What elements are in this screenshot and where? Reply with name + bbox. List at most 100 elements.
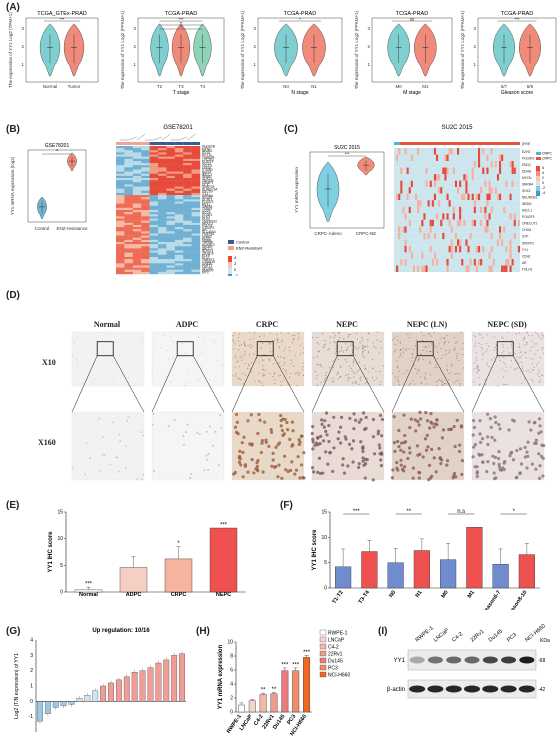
panel-c-cell-1-50 bbox=[499, 154, 502, 162]
panel-h-bar-4 bbox=[281, 670, 289, 713]
ihc-x160-dot-4-12 bbox=[415, 444, 420, 448]
panel-b-cell-29-4 bbox=[149, 207, 159, 211]
ihc-x160-dot-4-37 bbox=[430, 447, 434, 451]
panel-b-cell-12-6 bbox=[166, 171, 175, 174]
panel-b-gene-18: DCX bbox=[202, 183, 210, 187]
ihc-x10-dot-0-31 bbox=[127, 385, 129, 387]
panel-b-cell-43-4 bbox=[149, 237, 159, 241]
ihc-x10-dot-4-82 bbox=[443, 341, 445, 344]
panel-c-gene-18: FOLH1 bbox=[522, 267, 533, 271]
panel-c-cell-7-6 bbox=[406, 193, 409, 201]
ihc-x10-dot-3-39 bbox=[345, 374, 347, 377]
ihc-x10-dot-4-156 bbox=[457, 379, 460, 381]
ihc-x160-dot-5-57 bbox=[534, 441, 538, 445]
ihc-x160-dot-3-65 bbox=[352, 427, 356, 431]
ihc-x10-dot-5-156 bbox=[476, 372, 478, 374]
panel-c-ylabel: YY1 mRNA expression bbox=[294, 167, 299, 213]
panel-c-cell-11-31 bbox=[459, 219, 462, 227]
ihc-x10-dot-2-73 bbox=[301, 368, 304, 371]
panel-b-cell-20-3 bbox=[141, 188, 150, 191]
panel-c-cell-5-8 bbox=[410, 180, 413, 188]
panel-c-rowbg-10 bbox=[394, 213, 520, 220]
panel-c-cell-7-45 bbox=[488, 193, 491, 201]
panel-b-group-5 bbox=[158, 142, 167, 145]
panel-b-cell-37-8 bbox=[183, 224, 192, 228]
panel-b-cell-22-9 bbox=[191, 192, 201, 196]
panel-b-cell-51-8 bbox=[183, 254, 192, 258]
ihc-x160-dot-0-20 bbox=[101, 453, 104, 456]
panel-b-cell-2-2 bbox=[132, 150, 142, 153]
panel-b-cell-2-3 bbox=[141, 150, 150, 153]
panel-a-ylabel-0: The expression of YY1 Log2 (TPM+1) bbox=[8, 12, 13, 88]
panel-c-cell-3-50 bbox=[499, 167, 502, 175]
ihc-x160-dot-1-12 bbox=[182, 443, 185, 446]
panel-g-bar-0 bbox=[37, 701, 43, 722]
panel-b-cell-24-2 bbox=[132, 197, 142, 200]
panel-c-scale-label-5: -4 bbox=[542, 191, 545, 195]
panel-b-cell-26-8 bbox=[183, 201, 192, 204]
ihc-x10-dot-3-75 bbox=[316, 363, 318, 366]
panel-b-gene-46: HOXB13 bbox=[202, 243, 215, 247]
ihc-x10-dot-4-32 bbox=[454, 373, 456, 375]
ihc-x10-dot-2-8 bbox=[254, 331, 256, 333]
ihc-x10-dot-3-30 bbox=[373, 379, 375, 382]
ihc-x10-dot-2-40 bbox=[302, 375, 305, 377]
panel-b-cell-21-7 bbox=[174, 190, 184, 194]
panel-b-cell-40-1 bbox=[124, 231, 133, 234]
panel-i-actin-band-5 bbox=[500, 685, 517, 693]
ihc-x10-dot-2-64 bbox=[242, 383, 244, 385]
panel-c-cell-11-41 bbox=[480, 219, 483, 227]
panel-b-cell-11-1 bbox=[124, 169, 133, 172]
panel-b-cell-33-7 bbox=[174, 216, 184, 219]
ihc-x160-5 bbox=[471, 411, 545, 481]
panel-b-gene-9: CELF3 bbox=[202, 164, 212, 168]
ihc-x10-dot-3-66 bbox=[368, 332, 370, 335]
ihc-x10-dot-4-136 bbox=[442, 384, 444, 386]
panel-b-gene-28: GAP43 bbox=[202, 204, 213, 208]
panel-c-sig: *** bbox=[345, 151, 350, 156]
ihc-x160-dot-5-16 bbox=[471, 433, 475, 437]
ihc-x160-dot-3-49 bbox=[372, 452, 377, 456]
ihc-x10-dot-0-24 bbox=[87, 379, 89, 381]
ihc-x10-dot-3-115 bbox=[361, 352, 364, 354]
ihc-x160-dot-5-73 bbox=[499, 468, 503, 472]
panel-b-cell-57-6 bbox=[166, 267, 175, 270]
panel-b-cell-5-9 bbox=[191, 156, 201, 159]
panel-b-cell-20-8 bbox=[183, 188, 192, 191]
ihc-x10-dot-5-74 bbox=[503, 350, 505, 352]
panel-b-cell-55-0 bbox=[116, 263, 125, 266]
ihc-x10-dot-2-158 bbox=[272, 339, 274, 342]
ihc-x10-dot-2-12 bbox=[236, 361, 238, 363]
panel-b-cell-6-1 bbox=[124, 158, 133, 162]
panel-b-cell-45-1 bbox=[124, 242, 133, 245]
panel-b-cell-35-2 bbox=[132, 220, 142, 223]
ihc-x10-dot-3-159 bbox=[378, 352, 380, 354]
ihc-x160-dot-0-22 bbox=[140, 431, 143, 434]
ihc-x160-dot-5-75 bbox=[525, 466, 529, 470]
ihc-x10-dot-2-60 bbox=[244, 374, 246, 376]
panel-e-ytick-2: 10 bbox=[57, 536, 63, 542]
ihc-x160-dot-2-77 bbox=[258, 418, 262, 422]
ihc-x160-dot-5-3 bbox=[490, 435, 494, 440]
ihc-x10-1 bbox=[151, 331, 225, 387]
panel-b-gene-6: LOC101 bbox=[202, 158, 214, 162]
ihc-x10-dot-4-35 bbox=[448, 351, 450, 353]
panel-c-cell-8-26 bbox=[448, 200, 451, 207]
panel-b-cell-18-2 bbox=[132, 184, 142, 187]
ihc-x10-dot-3-4 bbox=[343, 338, 345, 340]
ihc-x10-dot-2-31 bbox=[269, 372, 271, 375]
ihc-x10-dot-5-85 bbox=[478, 376, 480, 379]
panel-b-cell-22-3 bbox=[141, 192, 150, 196]
ihc-zoom-box-5 bbox=[496, 341, 514, 357]
ihc-x10-dot-5-23 bbox=[529, 350, 531, 352]
panel-b-cell-12-3 bbox=[141, 171, 150, 174]
panel-a-ytick-0-2: 1 bbox=[21, 62, 24, 67]
ihc-x160-dot-1-1 bbox=[167, 424, 170, 427]
ihc-x10-dot-5-88 bbox=[535, 343, 537, 345]
panel-b-cell-5-6 bbox=[166, 156, 175, 159]
ihc-zoom-line-r-0 bbox=[112, 355, 145, 413]
panel-b-cell-46-9 bbox=[191, 244, 201, 247]
ihc-x160-dot-3-50 bbox=[322, 425, 326, 429]
panel-b-gene-14: INSM1 bbox=[202, 175, 212, 179]
panel-b-cell-22-5 bbox=[158, 192, 167, 196]
